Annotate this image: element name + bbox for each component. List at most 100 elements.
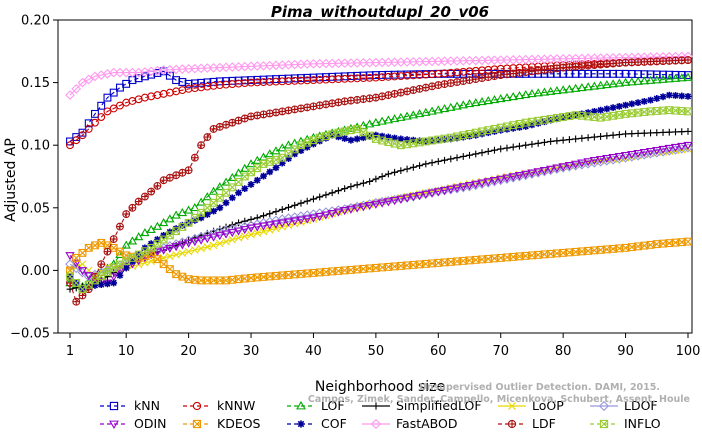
legend-label: SimplifiedLOF xyxy=(396,398,482,413)
data-point-inflo xyxy=(403,140,411,149)
data-point-ldf xyxy=(316,101,324,109)
legend-swatch-marker xyxy=(192,401,202,411)
data-point-ldf xyxy=(416,85,423,93)
data-point-ldf xyxy=(191,154,199,162)
data-point-kdeos xyxy=(290,270,299,279)
data-point-kdeos xyxy=(659,239,667,248)
data-point-kdeos xyxy=(197,276,206,285)
data-point-simplifiedlof xyxy=(491,146,498,154)
data-point-odin xyxy=(265,221,275,230)
data-point-cof xyxy=(459,133,467,141)
data-point-simplifiedlof xyxy=(522,141,530,149)
data-point-odin xyxy=(421,190,431,199)
data-point-cof xyxy=(615,102,623,110)
data-point-kdeos xyxy=(646,240,655,249)
data-point-cof xyxy=(366,133,374,140)
data-point-loop xyxy=(222,237,230,246)
data-point-cof xyxy=(153,236,161,243)
data-point-cof xyxy=(447,135,455,143)
data-point-ldf xyxy=(79,292,86,299)
data-point-kdeos xyxy=(459,256,468,265)
data-point-lof xyxy=(389,114,400,123)
data-point-kdeos xyxy=(378,263,387,272)
data-point-simplifiedlof xyxy=(384,170,392,178)
data-point-cof xyxy=(622,101,629,109)
data-point-lof xyxy=(408,110,419,119)
data-point-kdeos xyxy=(640,241,649,250)
data-point-odin xyxy=(633,149,643,159)
data-point-odin xyxy=(527,169,537,178)
data-point-simplifiedlof xyxy=(403,165,411,173)
data-point-lof xyxy=(483,96,493,105)
data-point-knnw xyxy=(353,74,362,83)
data-point-kdeos xyxy=(671,238,680,247)
data-point-loop xyxy=(197,244,205,253)
x-tick-label: 20 xyxy=(180,344,197,359)
data-point-lof xyxy=(427,106,437,115)
data-point-inflo xyxy=(584,112,593,121)
data-point-kdeos xyxy=(428,259,437,268)
data-point-ldf xyxy=(278,107,287,116)
data-point-cof xyxy=(647,96,654,104)
data-point-kdeos xyxy=(627,243,636,252)
y-axis-label: Adjusted AP xyxy=(3,138,19,222)
data-point-cof xyxy=(278,159,286,167)
data-point-lof xyxy=(277,143,287,152)
data-point-odin xyxy=(427,189,437,198)
data-point-inflo xyxy=(340,127,349,136)
data-point-ldf xyxy=(391,90,399,98)
data-point-ldf xyxy=(178,169,186,177)
data-point-kdeos xyxy=(534,250,543,259)
data-point-inflo xyxy=(222,188,231,197)
data-point-cof xyxy=(91,282,99,289)
data-point-inflo xyxy=(484,126,493,135)
data-point-ldf xyxy=(484,73,492,81)
data-point-lof xyxy=(377,116,387,125)
data-point-lof xyxy=(489,95,500,104)
data-point-ldf xyxy=(260,111,267,118)
data-point-simplifiedlof xyxy=(409,163,417,171)
data-point-cof xyxy=(491,128,498,135)
x-tick-label: 10 xyxy=(118,344,135,359)
data-point-knn xyxy=(172,76,181,85)
data-point-kdeos xyxy=(209,276,218,285)
data-point-knnw xyxy=(78,131,87,140)
data-point-knn xyxy=(615,69,624,78)
data-point-simplifiedlof xyxy=(647,129,654,137)
data-point-kdeos xyxy=(346,265,355,274)
legend-swatch-marker xyxy=(296,400,306,410)
data-point-kdeos xyxy=(353,265,362,274)
data-point-simplifiedlof xyxy=(428,159,436,167)
data-point-lof xyxy=(521,90,531,99)
data-point-odin xyxy=(315,213,325,222)
data-point-ldf xyxy=(665,57,673,65)
data-point-inflo xyxy=(677,107,686,115)
data-point-lof xyxy=(670,73,681,82)
data-point-cof xyxy=(678,92,686,100)
data-point-ldf xyxy=(109,235,118,244)
data-point-ldf xyxy=(621,58,630,67)
legend-swatch-marker xyxy=(508,420,516,428)
data-point-lof xyxy=(677,73,687,82)
data-point-knn xyxy=(609,69,618,78)
data-point-inflo xyxy=(415,138,424,147)
data-point-ldf xyxy=(478,74,486,82)
data-point-knnw xyxy=(109,104,118,113)
data-point-lof xyxy=(121,240,131,249)
data-point-kdeos xyxy=(315,268,324,277)
data-point-odin xyxy=(109,273,119,282)
data-point-inflo xyxy=(384,138,393,147)
data-point-knn xyxy=(584,69,593,78)
data-point-inflo xyxy=(234,177,243,186)
data-point-odin xyxy=(408,193,419,202)
data-point-simplifiedlof xyxy=(441,156,448,164)
data-point-inflo xyxy=(197,208,206,217)
data-point-inflo xyxy=(172,227,180,235)
data-point-kdeos xyxy=(328,267,337,276)
data-point-cof xyxy=(541,118,548,126)
data-point-kdeos xyxy=(552,249,561,258)
data-point-simplifiedlof xyxy=(459,153,467,160)
data-point-kdeos xyxy=(634,242,643,251)
data-point-odin xyxy=(502,174,512,183)
data-point-kdeos xyxy=(78,248,87,257)
